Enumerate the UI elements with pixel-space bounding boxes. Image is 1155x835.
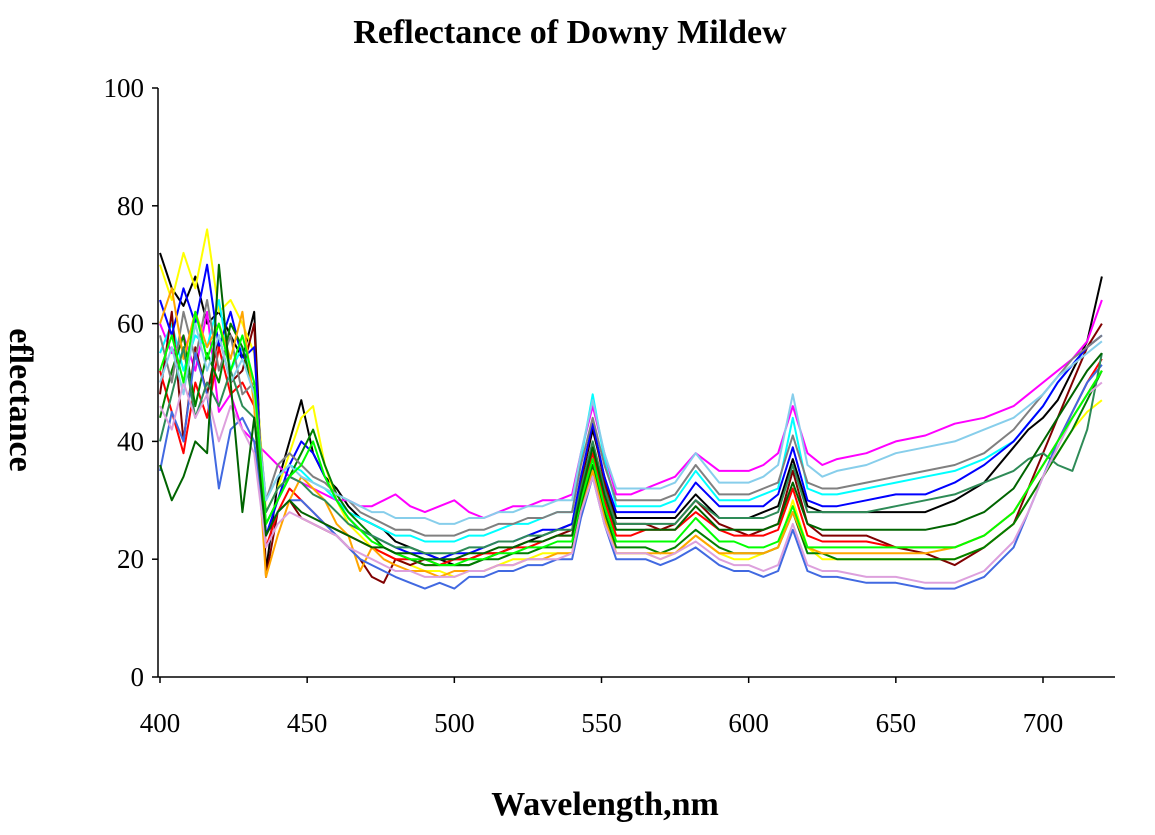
series-line-13	[159, 322, 1103, 525]
series-line-2	[159, 299, 1103, 519]
series-line-6	[159, 263, 1103, 561]
series-line-12	[159, 346, 1103, 555]
x-tick-label: 600	[728, 708, 769, 738]
series-line-16	[159, 263, 1103, 561]
y-tick-label: 20	[117, 544, 144, 574]
chart-title: Reflectance of Downy Mildew	[353, 14, 787, 51]
series-line-14	[159, 381, 1103, 584]
y-axis-label: eflectance	[2, 328, 39, 471]
x-tick-label: 400	[140, 708, 181, 738]
y-tick-label: 0	[131, 662, 145, 692]
series-line-15	[159, 310, 1103, 567]
x-axis-label: Wavelength,nm	[491, 786, 719, 823]
series-line-10	[159, 287, 1103, 578]
x-tick-label: 650	[876, 708, 917, 738]
x-tick-label: 700	[1023, 708, 1064, 738]
y-tick-label: 80	[117, 191, 144, 221]
y-tick-label: 40	[117, 426, 144, 456]
plot-area: 0 20 40 60 80 100 400 450 500 550 600 650 700	[104, 73, 1115, 738]
y-tick-label: 100	[104, 73, 145, 103]
x-tick-label: 550	[581, 708, 622, 738]
series-line-7	[159, 346, 1103, 567]
x-tick-label: 450	[287, 708, 328, 738]
x-tick-label: 500	[434, 708, 475, 738]
y-tick-label: 60	[117, 309, 144, 339]
series-line-9	[159, 299, 1103, 537]
series-layer	[159, 228, 1103, 590]
ticks-layer: 0 20 40 60 80 100 400 450 500 550 600 650 700	[104, 73, 1064, 738]
